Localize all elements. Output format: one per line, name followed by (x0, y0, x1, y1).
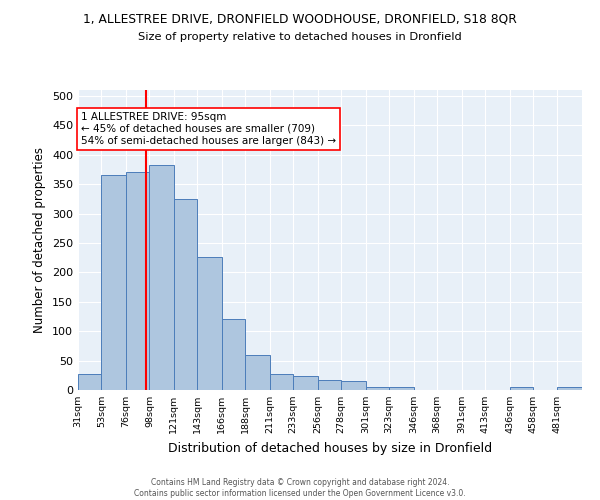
Bar (126, 172, 149, 390)
Bar (293, 376, 318, 390)
Bar (557, 387, 582, 390)
Bar (78, 374, 101, 390)
Bar (101, 176, 126, 390)
Bar (341, 380, 365, 390)
Bar (174, 199, 197, 390)
X-axis label: Distribution of detached houses by size in Dronfield: Distribution of detached houses by size … (168, 442, 492, 454)
Y-axis label: Number of detached properties: Number of detached properties (34, 147, 46, 333)
Bar (245, 356, 270, 390)
Text: 1, ALLESTREE DRIVE, DRONFIELD WOODHOUSE, DRONFIELD, S18 8QR: 1, ALLESTREE DRIVE, DRONFIELD WOODHOUSE,… (83, 12, 517, 26)
Text: Size of property relative to detached houses in Dronfield: Size of property relative to detached ho… (138, 32, 462, 42)
Bar (389, 387, 413, 390)
Bar (270, 374, 293, 390)
Bar (509, 387, 533, 390)
Bar (222, 319, 245, 390)
Bar (318, 380, 341, 390)
Bar (197, 257, 222, 390)
Bar (365, 387, 389, 390)
Text: 1 ALLESTREE DRIVE: 95sqm
← 45% of detached houses are smaller (709)
54% of semi-: 1 ALLESTREE DRIVE: 95sqm ← 45% of detach… (81, 112, 337, 146)
Bar (149, 164, 174, 390)
Text: Contains HM Land Registry data © Crown copyright and database right 2024.
Contai: Contains HM Land Registry data © Crown c… (134, 478, 466, 498)
